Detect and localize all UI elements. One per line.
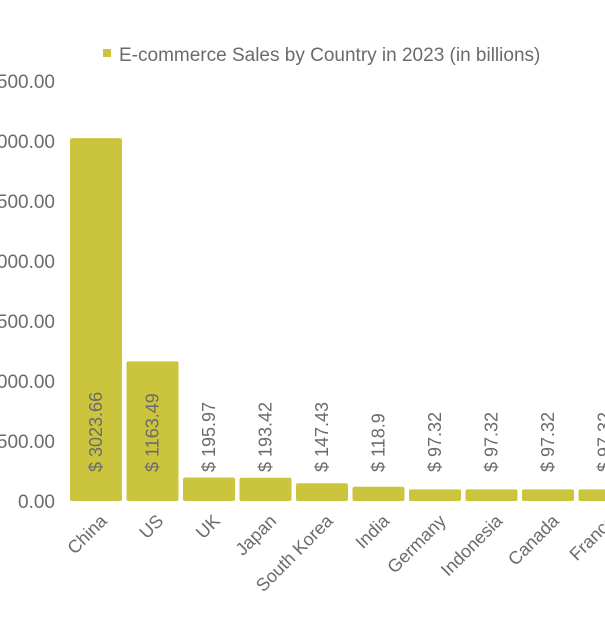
data-label: $ 3023.66 bbox=[86, 392, 106, 472]
data-label: $ 195.97 bbox=[199, 402, 219, 472]
data-label: $ 193.42 bbox=[256, 402, 276, 472]
data-label: $ 97.32 bbox=[425, 412, 445, 472]
bar bbox=[353, 487, 405, 501]
x-tick-label: France bbox=[566, 511, 605, 565]
data-label: $ 97.32 bbox=[595, 412, 605, 472]
data-label: $ 97.32 bbox=[538, 412, 558, 472]
y-tick-label: 3500.00 bbox=[0, 72, 55, 93]
y-tick-label: 2500.00 bbox=[0, 192, 55, 213]
y-tick-label: 1500.00 bbox=[0, 312, 55, 333]
x-tick-label: China bbox=[63, 510, 111, 558]
y-tick-label: 0.00 bbox=[18, 492, 55, 513]
bar bbox=[183, 477, 235, 501]
data-label: $ 97.32 bbox=[482, 412, 502, 472]
bar bbox=[466, 489, 518, 501]
legend: E-commerce Sales by Country in 2023 (in … bbox=[103, 45, 540, 66]
bar bbox=[579, 489, 605, 501]
data-label: $ 147.43 bbox=[312, 402, 332, 472]
x-tick-label: UK bbox=[192, 511, 224, 543]
bar bbox=[296, 483, 348, 501]
x-tick-label: Canada bbox=[504, 510, 563, 569]
bar bbox=[409, 489, 461, 501]
bar bbox=[240, 478, 292, 501]
y-tick-label: 1000.00 bbox=[0, 372, 55, 393]
bar bbox=[522, 489, 574, 501]
x-tick-label: US bbox=[135, 511, 167, 543]
data-label: $ 1163.49 bbox=[143, 393, 163, 472]
y-axis: 0.00 500.00 1000.00 1500.00 2000.00 2500.00 30… bbox=[0, 72, 55, 513]
y-tick-label: 500.00 bbox=[0, 432, 55, 453]
legend-label: E-commerce Sales by Country in 2023 (in … bbox=[119, 45, 540, 66]
y-tick-label: 3000.00 bbox=[0, 132, 55, 153]
x-tick-label: Indonesia bbox=[437, 510, 507, 580]
x-tick-label: Japan bbox=[232, 511, 281, 560]
y-tick-label: 2000.00 bbox=[0, 252, 55, 273]
x-tick-label: India bbox=[352, 510, 394, 552]
bars: $ 3023.66 $ 1163.49 $ 195.97 $ 193.42 $ 147.… bbox=[70, 138, 605, 501]
legend-swatch bbox=[103, 49, 111, 57]
data-label: $ 118.9 bbox=[369, 413, 389, 472]
